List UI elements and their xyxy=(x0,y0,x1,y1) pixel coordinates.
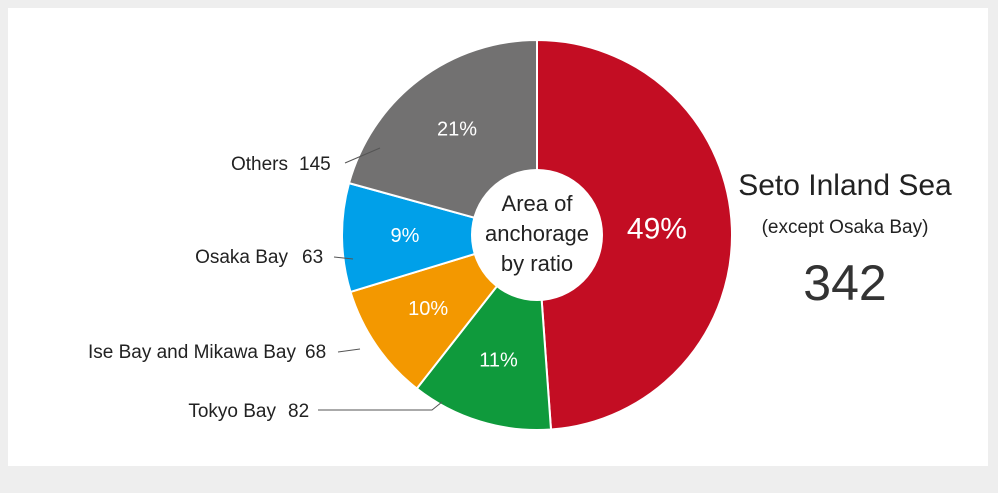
slice xyxy=(341,181,541,294)
category-label: Tokyo Bay xyxy=(188,401,276,422)
leader-line xyxy=(333,256,354,260)
category-label: Seto Inland Sea xyxy=(738,169,952,202)
percent-label: 21% xyxy=(437,118,477,140)
category-label: Osaka Bay xyxy=(195,247,288,268)
center-label: Area of xyxy=(502,191,574,216)
slice xyxy=(536,38,733,431)
value-label: 63 xyxy=(302,247,323,268)
value-label: 68 xyxy=(305,342,326,363)
percent-label: 9% xyxy=(391,225,420,247)
subtitle: (except Osaka Bay) xyxy=(762,217,929,238)
category-label: Others xyxy=(231,154,288,175)
leader-line xyxy=(318,401,443,411)
percent-label: 11% xyxy=(479,350,518,372)
leader-line xyxy=(344,147,381,164)
center-label: by ratio xyxy=(501,251,573,276)
center-hole xyxy=(471,169,603,301)
value-label: 82 xyxy=(288,401,309,422)
percent-label: 49% xyxy=(627,213,687,246)
leader-line xyxy=(337,348,361,353)
center-label: anchorage xyxy=(485,221,589,246)
category-label: Ise Bay and Mikawa Bay xyxy=(88,342,297,363)
percent-label: 10% xyxy=(408,298,448,320)
value-label: 145 xyxy=(299,154,331,175)
value-label: 342 xyxy=(803,255,886,311)
